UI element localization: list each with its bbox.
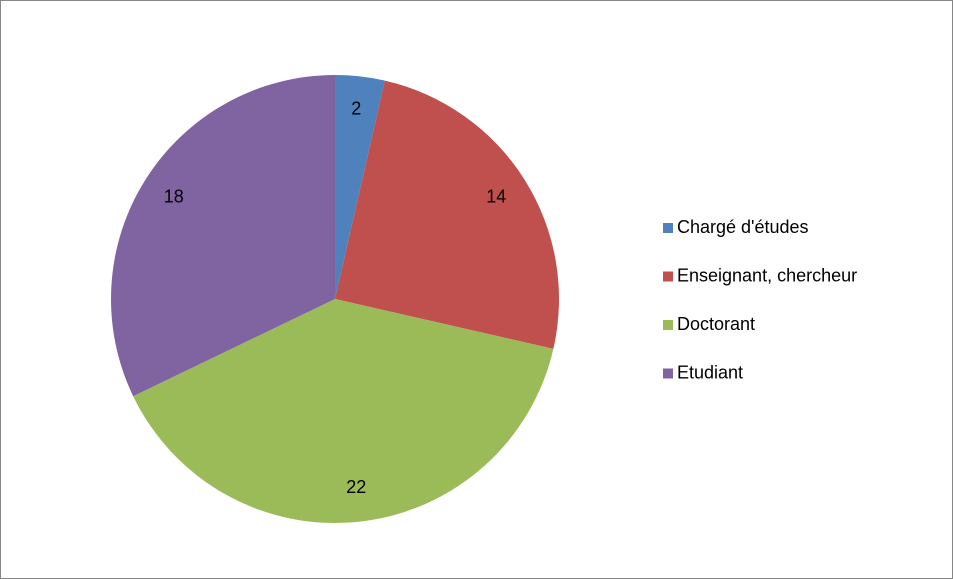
data-label: 14 bbox=[486, 186, 506, 206]
legend-swatch bbox=[663, 271, 673, 282]
pie-slice bbox=[133, 299, 554, 524]
pie-slice bbox=[110, 75, 335, 397]
legend-swatch bbox=[663, 223, 673, 233]
legend-label: Chargé d'études bbox=[677, 217, 809, 237]
data-label: 18 bbox=[164, 186, 184, 206]
legend-label: Enseignant, chercheur bbox=[677, 265, 857, 285]
legend-label: Etudiant bbox=[677, 362, 743, 382]
pie-slice bbox=[335, 75, 385, 299]
pie-slice bbox=[335, 80, 559, 349]
legend-swatch bbox=[663, 368, 673, 379]
legend-label: Doctorant bbox=[677, 314, 755, 334]
data-label: 22 bbox=[346, 477, 366, 497]
data-label: 2 bbox=[351, 99, 361, 119]
legend-swatch bbox=[663, 320, 673, 330]
